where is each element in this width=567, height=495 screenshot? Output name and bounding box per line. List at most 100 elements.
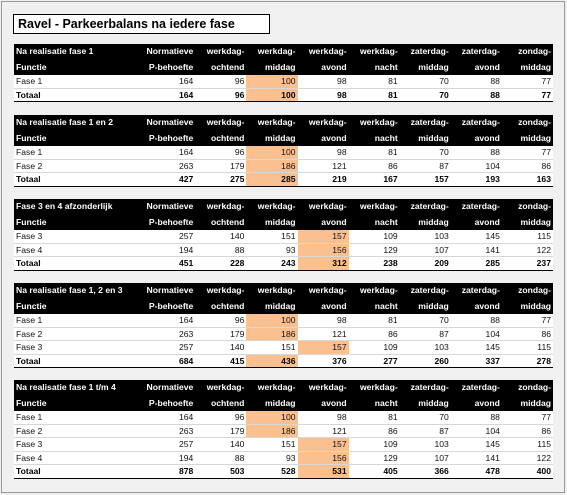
column-header: middag: [246, 298, 298, 314]
column-header: zaterdag-: [399, 115, 451, 131]
row-label: Fase 4: [14, 243, 145, 257]
table-cell: 257: [144, 340, 196, 355]
column-header: werkdag-: [348, 44, 400, 60]
total-cell: 243: [246, 256, 298, 271]
table-header-row: Fase 3 en 4 afzonderlijk Normatieve werkda…: [14, 199, 553, 215]
functie-label: Functie: [14, 395, 145, 411]
parking-table-2: Na realisatie fase 1 en 2 Normatieve werkd…: [14, 115, 553, 187]
table-cell: 115: [501, 230, 553, 244]
table-cell: 81: [348, 411, 400, 425]
table-cell: 186: [246, 159, 298, 173]
table-heading: Na realisatie fase 1 t/m 4: [14, 380, 145, 396]
column-header: werkdag-: [297, 199, 349, 215]
table-cell: 140: [195, 437, 247, 452]
table-cell: 109: [348, 340, 400, 355]
total-cell: 436: [246, 354, 298, 368]
table-row: Fase 3 257 140 151 157 109 103 145 115: [14, 437, 553, 452]
table-cell: 151: [246, 340, 298, 355]
table-cell: 81: [348, 314, 400, 328]
column-header: avond: [297, 395, 349, 411]
column-header: middag: [399, 298, 451, 314]
total-cell: 531: [297, 464, 349, 479]
row-label: Fase 1: [14, 411, 145, 425]
table-row: Fase 1 164 96 100 98 81 70 88 77: [14, 314, 553, 328]
table-cell: 77: [501, 314, 553, 328]
table-cell: 263: [144, 327, 196, 341]
total-label: Totaal: [14, 172, 145, 187]
table-row: Fase 2 263 179 186 121 86 87 104 86: [14, 424, 553, 438]
column-header: middag: [501, 59, 553, 75]
table-heading: Na realisatie fase 1: [14, 44, 145, 60]
table-cell: 164: [144, 75, 196, 89]
table-cell: 179: [195, 424, 247, 438]
column-header: middag: [399, 395, 451, 411]
column-header: middag: [501, 130, 553, 146]
table-cell: 257: [144, 437, 196, 452]
total-cell: 427: [144, 172, 196, 187]
column-header: zondag-: [501, 199, 553, 215]
column-header: werkdag-: [348, 380, 400, 396]
total-cell: 209: [399, 256, 451, 271]
column-header: zaterdag-: [450, 199, 502, 215]
column-header: middag: [246, 214, 298, 230]
total-cell: 451: [144, 256, 196, 271]
column-header: zaterdag-: [450, 283, 502, 299]
column-header: avond: [450, 130, 502, 146]
column-header: Normatieve: [144, 283, 196, 299]
table-cell: 115: [501, 340, 553, 355]
total-cell: 405: [348, 464, 400, 479]
table-row: Fase 3 257 140 151 157 109 103 145 115: [14, 340, 553, 355]
table-cell: 121: [297, 327, 349, 341]
total-cell: 167: [348, 172, 400, 187]
row-label: Fase 2: [14, 327, 145, 341]
table-cell: 96: [195, 411, 247, 425]
total-cell: 96: [195, 88, 247, 102]
column-header: werkdag-: [348, 199, 400, 215]
table-cell: 103: [399, 230, 451, 244]
table-row: Fase 3 257 140 151 157 109 103 145 115: [14, 230, 553, 244]
table-cell: 107: [399, 243, 451, 257]
table-cell: 164: [144, 314, 196, 328]
column-header: middag: [399, 130, 451, 146]
total-cell: 337: [450, 354, 502, 368]
table-row: Fase 2 263 179 186 121 86 87 104 86: [14, 159, 553, 173]
table-cell: 100: [246, 411, 298, 425]
parking-table-1: Na realisatie fase 1 Normatieve werkdag-we…: [14, 44, 553, 102]
column-header: middag: [501, 298, 553, 314]
total-row: Totaal 878 503 528 531 405 366 478 400: [14, 464, 553, 479]
row-label: Fase 1: [14, 146, 145, 160]
column-header: werkdag-: [195, 115, 247, 131]
functie-label: Functie: [14, 130, 145, 146]
total-cell: 157: [399, 172, 451, 187]
table-cell: 107: [399, 451, 451, 465]
table-cell: 145: [450, 340, 502, 355]
total-label: Totaal: [14, 354, 145, 368]
parking-table-5: Na realisatie fase 1 t/m 4 Normatieve werk…: [14, 380, 553, 479]
table-row: Fase 4 194 88 93 156 129 107 141 122: [14, 243, 553, 257]
table-cell: 157: [297, 437, 349, 452]
table-cell: 140: [195, 340, 247, 355]
row-label: Fase 2: [14, 424, 145, 438]
table-cell: 70: [399, 314, 451, 328]
table-cell: 109: [348, 230, 400, 244]
column-header: P-behoefte: [144, 298, 196, 314]
table-cell: 70: [399, 146, 451, 160]
functie-label: Functie: [14, 298, 145, 314]
table-cell: 96: [195, 314, 247, 328]
column-header: ochtend: [195, 214, 247, 230]
table-cell: 70: [399, 411, 451, 425]
table-cell: 98: [297, 75, 349, 89]
total-cell: 275: [195, 172, 247, 187]
total-cell: 312: [297, 256, 349, 271]
table-cell: 141: [450, 451, 502, 465]
total-cell: 163: [501, 172, 553, 187]
table-cell: 86: [501, 424, 553, 438]
table-cell: 81: [348, 146, 400, 160]
row-label: Fase 3: [14, 230, 145, 244]
table-cell: 100: [246, 314, 298, 328]
total-cell: 478: [450, 464, 502, 479]
column-header: ochtend: [195, 395, 247, 411]
total-label: Totaal: [14, 464, 145, 479]
table-cell: 129: [348, 451, 400, 465]
column-header: Normatieve: [144, 115, 196, 131]
